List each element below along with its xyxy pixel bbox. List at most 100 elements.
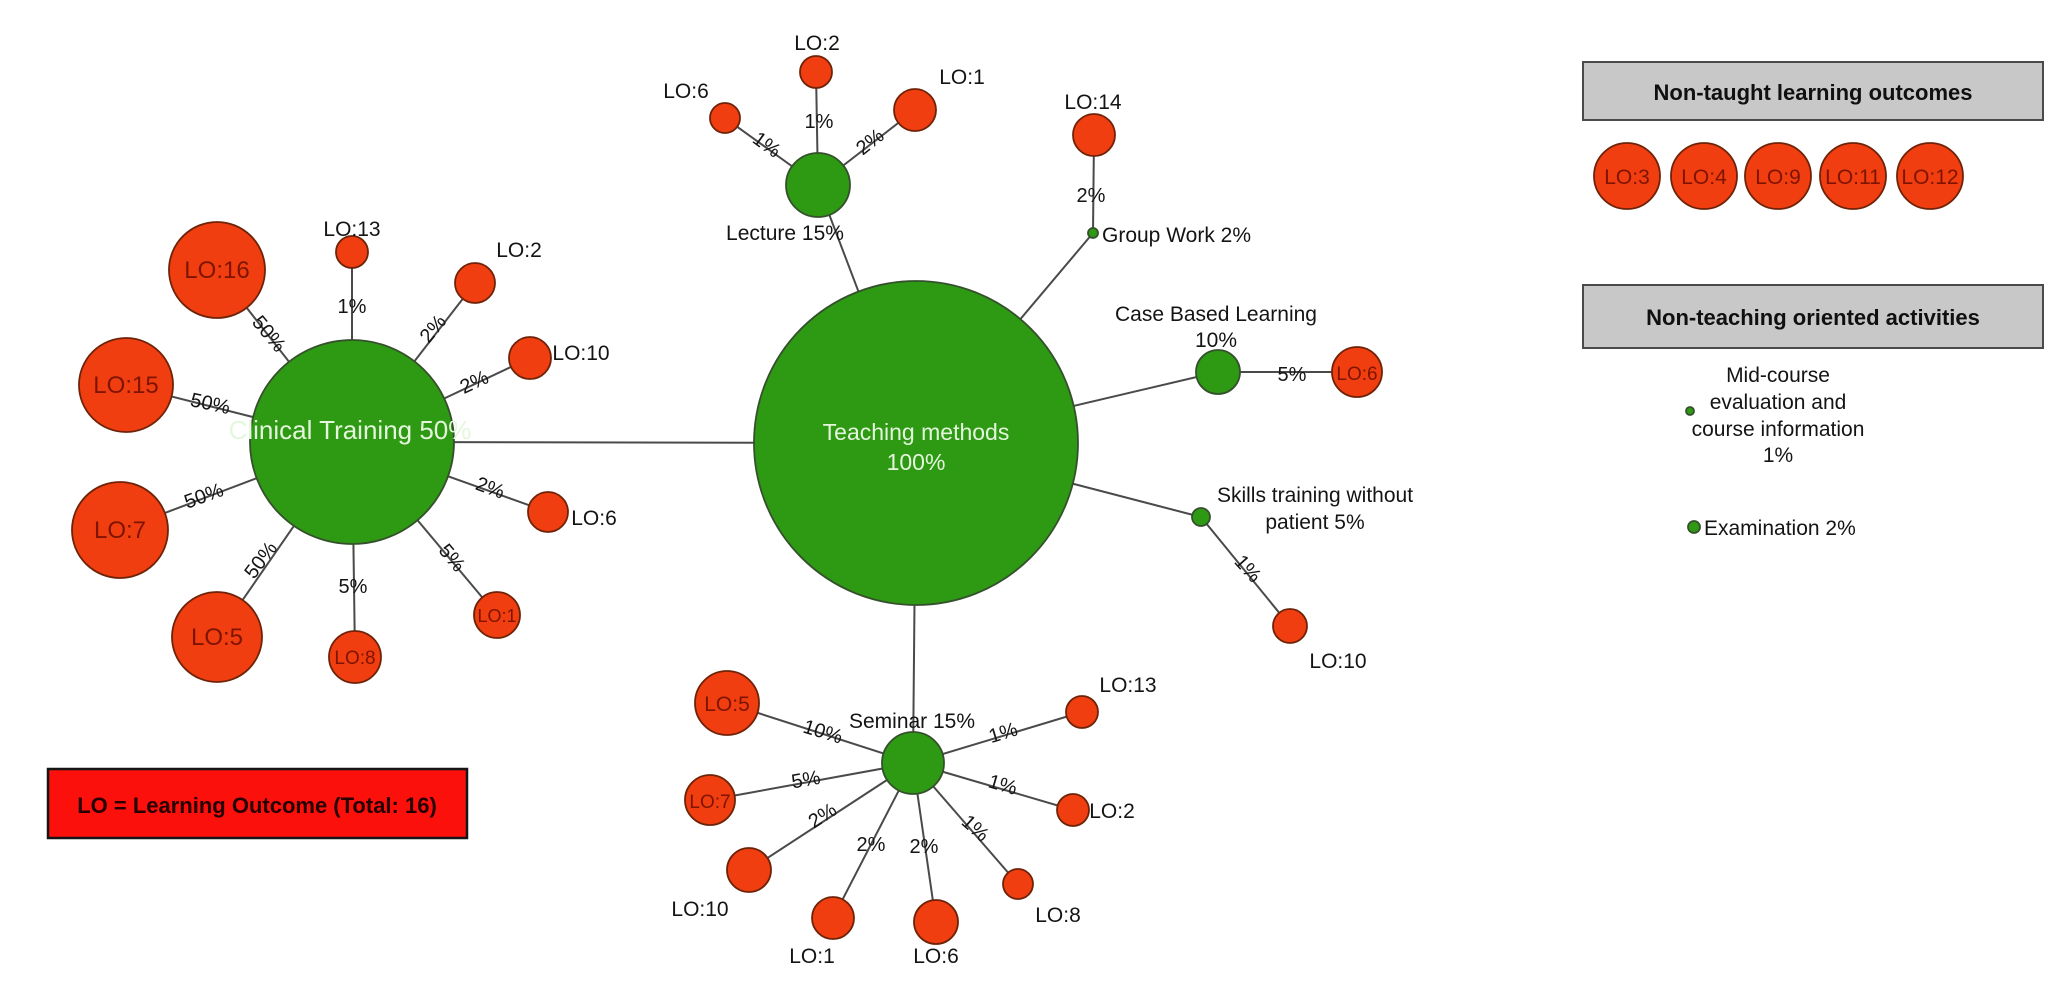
skills-dot: [1191, 507, 1211, 527]
panel-header: Non-taught learning outcomes: [1654, 80, 1973, 105]
lo-label: LO:12: [1901, 166, 1958, 189]
lo-label: LO:2: [1089, 800, 1135, 823]
midcourse-label-line4: 1%: [1763, 444, 1793, 467]
midcourse-label-line2: evaluation and: [1710, 391, 1847, 414]
cluster-skills-training: Skills training without patient 5% LO:10…: [1191, 484, 1413, 673]
cluster-group-work: Group Work 2% LO:14 2%: [1064, 91, 1251, 247]
lo-label: LO:8: [334, 648, 375, 669]
lo-label: LO:1: [477, 606, 516, 626]
lo-label: LO:7: [94, 517, 146, 544]
lo-node: [694, 670, 760, 736]
lo-node: [726, 847, 772, 893]
lo-label: LO:6: [1336, 364, 1377, 385]
edge-pct: 50%: [188, 389, 232, 419]
edge: [1200, 516, 1291, 627]
lo-node: [71, 481, 169, 579]
legend-box: [46, 767, 469, 840]
lo-node: [1593, 142, 1661, 210]
lo-node: [811, 896, 855, 940]
lo-node: [684, 774, 736, 826]
edge-pct: 2%: [416, 311, 452, 347]
legend: LO = Learning Outcome (Total: 16): [46, 767, 469, 840]
seminar-label: Seminar 15%: [849, 710, 975, 733]
seminar-circle: [881, 731, 945, 795]
lecture-circle: [785, 152, 851, 218]
casebased-label-line1: Case Based Learning: [1115, 303, 1317, 326]
lo-node: [454, 262, 496, 304]
lo-node: [913, 899, 959, 945]
edge-pct: 50%: [181, 479, 226, 513]
panel-header: Non-teaching oriented activities: [1646, 305, 1980, 330]
edge-pct: 1%: [1230, 551, 1266, 587]
lo-label: LO:5: [191, 624, 243, 651]
edge-pct: 2%: [857, 834, 886, 856]
lo-label: LO:8: [1035, 904, 1081, 927]
examination-label: Examination 2%: [1704, 517, 1856, 540]
clinical-label: Clinical Training 50%: [229, 415, 472, 445]
midcourse-dot: [1685, 406, 1695, 416]
hub-label-line1: Teaching methods: [823, 419, 1010, 445]
edge: [748, 762, 914, 871]
edge-pct: 1%: [986, 771, 1020, 800]
lo-node: [1331, 346, 1383, 398]
lo-node: [1670, 142, 1738, 210]
lo-node: [893, 88, 937, 132]
lo-label: LO:6: [663, 80, 709, 103]
cluster-clinical-training: Clinical Training 50% LO:16 50% LO:13 1%…: [71, 218, 617, 684]
lo-label: LO:1: [789, 945, 835, 968]
lo-node: [1002, 868, 1034, 900]
lo-node: [1072, 113, 1116, 157]
panel-non-taught: Non-taught learning outcomes LO:3 LO:4 L…: [1582, 61, 2044, 210]
edge: [709, 762, 914, 801]
lo-label: LO:10: [671, 898, 728, 921]
lo-label: LO:10: [1309, 650, 1366, 673]
edge-pct: 1%: [805, 111, 834, 133]
lo-label: LO:1: [939, 66, 985, 89]
cluster-lecture: Lecture 15% LO:6 1% LO:2 1% LO:1 2%: [663, 32, 985, 245]
edge-pct: 5%: [1278, 364, 1307, 386]
lo-node: [171, 591, 263, 683]
lo-label: LO:16: [184, 257, 249, 284]
lo-node: [1896, 142, 1964, 210]
skills-label-line2: patient 5%: [1265, 511, 1364, 534]
clinical-circle: [249, 339, 455, 545]
midcourse-label-line3: course information: [1692, 418, 1865, 441]
lo-label: LO:13: [323, 218, 380, 241]
edge-pct: 2%: [1077, 185, 1106, 207]
edge-pct: 2%: [805, 799, 841, 833]
groupwork-dot: [1087, 227, 1099, 239]
edge-pct: 2%: [910, 836, 939, 858]
lo-label: LO:9: [1755, 166, 1801, 189]
lo-node: [328, 630, 382, 684]
edge-pct: 2%: [457, 366, 493, 398]
edge-pct: 2%: [473, 473, 508, 504]
groupwork-label: Group Work 2%: [1102, 224, 1251, 247]
lo-label: LO:15: [93, 372, 158, 399]
lo-node: [78, 337, 174, 433]
edge-pct: 5%: [790, 767, 823, 794]
lo-node: [1065, 695, 1099, 729]
lo-label: LO:3: [1604, 166, 1650, 189]
cluster-case-based: Case Based Learning 10% LO:6 5%: [1115, 303, 1383, 398]
lo-node: [168, 221, 266, 319]
lo-node: [709, 102, 741, 134]
lo-node: [1056, 793, 1090, 827]
edge-pct: 1%: [338, 296, 367, 318]
lo-label: LO:2: [496, 239, 542, 262]
skills-spokes: [1200, 516, 1291, 627]
cluster-seminar: Seminar 15% LO:5 10% LO:7 5% LO:10 2% LO…: [671, 670, 1157, 968]
lo-node: [1744, 142, 1812, 210]
legend-label: LO = Learning Outcome (Total: 16): [77, 793, 437, 818]
lo-label: LO:5: [704, 693, 750, 716]
edge-pct: 10%: [800, 716, 845, 749]
panel-non-teaching: Non-teaching oriented activities Mid-cou…: [1582, 284, 2044, 540]
panel-header-box: [1582, 284, 2044, 349]
lo-node: [1272, 608, 1308, 644]
lo-node: [1819, 142, 1887, 210]
lo-label: LO:7: [689, 792, 730, 813]
hub-circle: [753, 280, 1079, 606]
lo-node: [508, 336, 552, 380]
skills-label-line1: Skills training without: [1217, 484, 1413, 507]
